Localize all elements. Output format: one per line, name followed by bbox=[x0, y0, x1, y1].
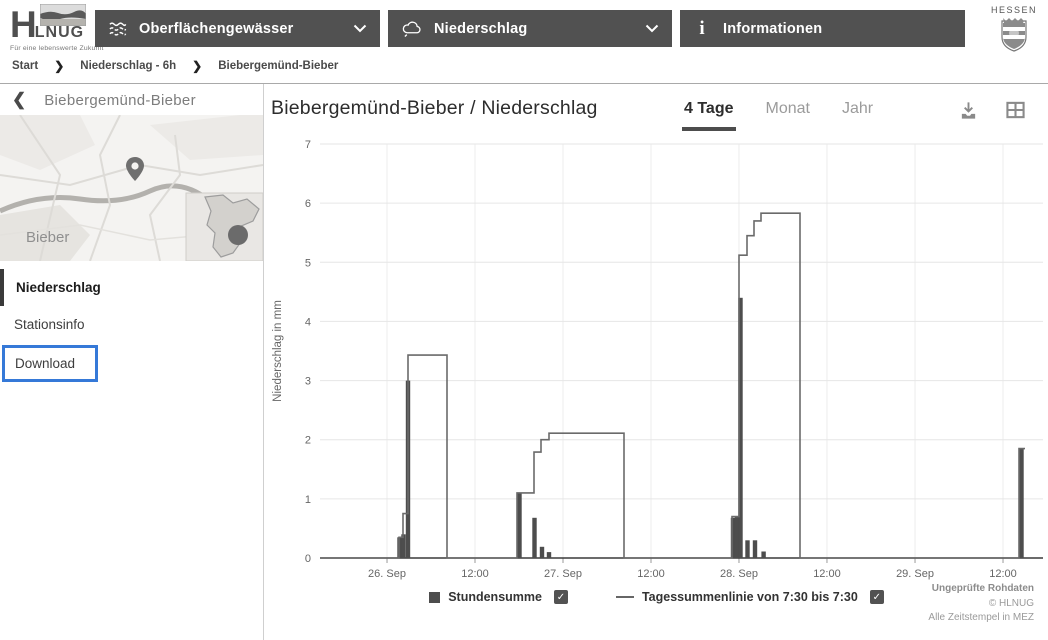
bar-series-swatch bbox=[429, 591, 441, 603]
station-minimap[interactable]: Bieber bbox=[0, 115, 263, 261]
stundensumme-bar bbox=[730, 517, 736, 558]
sidebar: ❮ Biebergemünd-Bieber Bieber Niederschla… bbox=[0, 84, 264, 640]
station-header: ❮ Biebergemünd-Bieber bbox=[0, 84, 263, 115]
download-annotation-box: Download bbox=[2, 345, 99, 382]
x-tick-label: 28. Sep bbox=[720, 568, 758, 580]
button-label: Informationen bbox=[723, 20, 823, 37]
dropdown-oberflaechengewaesser[interactable]: Oberflächengewässer bbox=[95, 10, 380, 47]
sidebar-menu: Niederschlag Stationsinfo Download bbox=[0, 269, 263, 382]
x-tick-label: 27. Sep bbox=[544, 568, 582, 580]
breadcrumb-niederschlag-6h[interactable]: Niederschlag - 6h bbox=[80, 60, 177, 72]
back-chevron-icon[interactable]: ❮ bbox=[12, 90, 27, 109]
breadcrumb-separator-icon: ❯ bbox=[192, 59, 203, 73]
header-divider bbox=[0, 83, 1048, 84]
water-waves-icon bbox=[109, 21, 127, 36]
stundensumme-bar bbox=[738, 297, 743, 558]
logo-text-lnug: LNUG bbox=[34, 24, 85, 41]
stundensumme-bar bbox=[752, 540, 758, 558]
y-axis-title: Niederschlag in mm bbox=[272, 300, 284, 402]
footer-timezone: Alle Zeitstempel in MEZ bbox=[928, 612, 1034, 623]
map-place-label: Bieber bbox=[26, 229, 69, 246]
download-icon[interactable] bbox=[959, 101, 978, 120]
stundensumme-bar bbox=[1019, 448, 1024, 558]
stundensumme-bar bbox=[539, 546, 545, 558]
stundensumme-bar bbox=[532, 517, 537, 558]
region-inset-map bbox=[185, 192, 263, 261]
hessen-coat-of-arms-icon bbox=[1001, 18, 1027, 52]
x-tick-label: 12:00 bbox=[637, 568, 665, 580]
hessen-logo: HESSEN bbox=[988, 5, 1040, 58]
stundensumme-bar bbox=[517, 492, 522, 558]
hlnug-logo[interactable]: H LNUG Für eine lebenswerte Zukunft bbox=[10, 4, 104, 52]
top-header: H LNUG Für eine lebenswerte Zukunft Ober… bbox=[0, 0, 1048, 56]
y-tick-label: 5 bbox=[305, 257, 311, 269]
informationen-button[interactable]: i Informationen bbox=[680, 10, 965, 47]
stundensumme-bar bbox=[546, 552, 552, 558]
line-series-swatch bbox=[615, 596, 634, 598]
y-tick-label: 0 bbox=[305, 553, 311, 565]
stundensumme-checkbox[interactable]: ✓ bbox=[553, 590, 568, 604]
tagessummenlinie-checkbox[interactable]: ✓ bbox=[869, 590, 884, 604]
stundensumme-bar bbox=[734, 516, 740, 558]
y-tick-label: 6 bbox=[305, 198, 311, 210]
logo-tagline: Für eine lebenswerte Zukunft bbox=[10, 45, 104, 52]
x-tick-label: 12:00 bbox=[461, 568, 489, 580]
footer-copyright: © HLNUG bbox=[988, 597, 1034, 609]
sidebar-item-download[interactable]: Download bbox=[15, 356, 76, 371]
x-tick-label: 12:00 bbox=[989, 568, 1017, 580]
precipitation-cloud-icon bbox=[402, 21, 421, 37]
table-view-icon[interactable] bbox=[1006, 101, 1025, 119]
y-tick-label: 4 bbox=[305, 316, 311, 328]
y-tick-label: 1 bbox=[305, 494, 311, 506]
info-icon: i bbox=[699, 17, 705, 39]
station-title: Biebergemünd-Bieber bbox=[44, 91, 196, 109]
chart-footer: Ungeprüfte Rohdaten © HLNUG Alle Zeitste… bbox=[928, 582, 1034, 626]
stundensumme-bar bbox=[401, 534, 406, 558]
y-tick-label: 3 bbox=[305, 376, 311, 388]
range-tabs: 4 Tage Monat Jahr bbox=[682, 98, 875, 131]
logo-text-h: H bbox=[10, 4, 37, 45]
dropdown-label: Niederschlag bbox=[434, 20, 528, 37]
legend-label: Tagessummenlinie von 7:30 bis 7:30 bbox=[641, 590, 858, 604]
page-title: Biebergemünd-Bieber / Niederschlag bbox=[271, 97, 598, 119]
chart-legend: Stundensumme ✓ Tagessummenlinie von 7:30… bbox=[265, 590, 1048, 604]
logo-landscape-image bbox=[40, 4, 86, 26]
legend-item-tagessummenlinie[interactable]: Tagessummenlinie von 7:30 bis 7:30 ✓ bbox=[615, 590, 884, 604]
stundensumme-bar bbox=[761, 551, 766, 558]
tagessummen-line bbox=[320, 212, 1025, 559]
breadcrumb-current-station: Biebergemünd-Bieber bbox=[218, 60, 339, 72]
tab-4-tage[interactable]: 4 Tage bbox=[682, 98, 736, 131]
breadcrumb-start[interactable]: Start bbox=[12, 60, 39, 72]
sidebar-item-stationsinfo[interactable]: Stationsinfo bbox=[14, 317, 85, 332]
legend-item-stundensumme[interactable]: Stundensumme ✓ bbox=[429, 590, 568, 604]
x-tick-label: 12:00 bbox=[813, 568, 841, 580]
map-pin-icon bbox=[126, 157, 144, 181]
chevron-down-icon bbox=[353, 24, 367, 33]
breadcrumb: Start ❯ Niederschlag - 6h ❯ Biebergemünd… bbox=[12, 59, 338, 73]
tab-jahr[interactable]: Jahr bbox=[841, 100, 874, 117]
main-panel: Biebergemünd-Bieber / Niederschlag 4 Tag… bbox=[265, 84, 1048, 640]
logo-row: H LNUG bbox=[10, 4, 104, 44]
footer-rohdaten: Ungeprüfte Rohdaten bbox=[931, 583, 1034, 594]
stundensumme-bar bbox=[745, 540, 750, 558]
dropdown-niederschlag[interactable]: Niederschlag bbox=[388, 10, 672, 47]
dropdown-label: Oberflächengewässer bbox=[139, 20, 294, 37]
x-tick-label: 26. Sep bbox=[368, 568, 406, 580]
legend-label: Stundensumme bbox=[448, 590, 542, 604]
y-tick-label: 7 bbox=[305, 139, 311, 151]
hessen-label: HESSEN bbox=[990, 5, 1037, 15]
tab-monat[interactable]: Monat bbox=[765, 100, 810, 117]
sidebar-item-niederschlag[interactable]: Niederschlag bbox=[0, 269, 263, 306]
precipitation-chart[interactable]: 26. Sep 12:00 27. Sep 12:00 28. Sep 12:00 29. … bbox=[265, 130, 1048, 586]
x-tick-label: 29. Sep bbox=[896, 568, 934, 580]
breadcrumb-separator-icon: ❯ bbox=[54, 59, 65, 73]
chevron-down-icon bbox=[645, 24, 659, 33]
y-tick-label: 2 bbox=[305, 435, 311, 447]
